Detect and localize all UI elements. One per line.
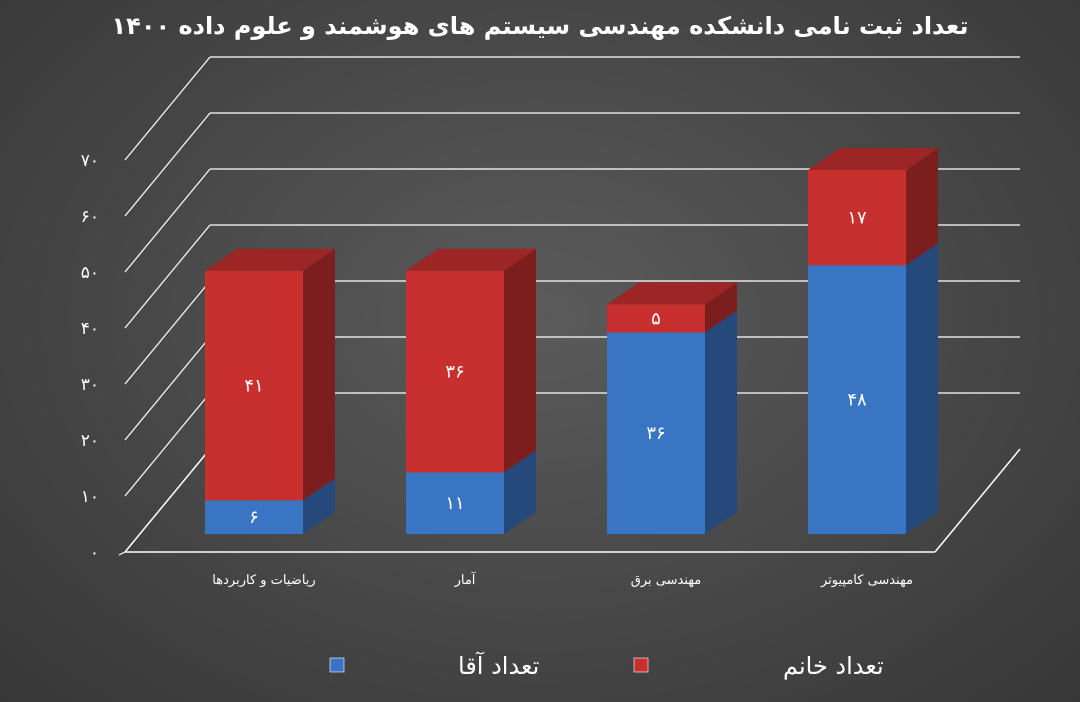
gridline-diagonal [124,392,211,497]
x-axis-line-right [934,448,1021,553]
data-label: ۵ [651,308,661,329]
bar-top-face [205,248,335,271]
bar-segment-male [205,500,303,534]
legend-swatch [633,657,649,673]
bar-side-male [906,243,938,534]
bar-layer: ۶ ۴۱ ۱۱ ۳۶ ۳۶ ۵ ۴۸ ۱۷ [205,148,938,534]
legend: تعداد خانم تعداد آقا [329,651,884,680]
axis-layer: ۰ ۱۰ ۲۰ ۳۰ ۴۰ ۵۰ ۶۰ ۷۰ ریاضیات و کاربردها آمار مهن… [81,151,1021,588]
x-tick-label: آمار [454,571,477,588]
gridline-diagonal [124,224,211,329]
data-label: ۱۱ [445,493,464,514]
bar-segment-male [406,472,504,534]
x-tick-label: مهندسی کامپیوتر [820,573,913,588]
data-label: ۴۸ [847,390,867,411]
y-tick-label: ۴۰ [81,319,99,339]
bar-side-female [504,248,536,473]
axis-depth-line [124,448,211,553]
data-label: ۳۶ [646,423,665,444]
bar-side-female [705,282,737,333]
data-label: ۳۶ [445,362,464,383]
bar-side-male [705,310,737,534]
x-axis-tick [118,551,126,556]
gridline-diagonal [124,112,211,217]
bar-segment-female [205,270,303,501]
y-tick-label: ۷۰ [81,151,99,171]
bar-top-face [607,282,737,305]
data-label: ۴۱ [244,376,263,397]
legend-swatch [329,657,345,673]
y-tick-label: ۱۰ [81,487,99,507]
bar-side-female [303,248,335,501]
bar-segment-male [607,332,705,534]
legend-label: تعداد خانم [783,652,884,680]
bar-segment-female [808,170,906,266]
y-tick-label: ۵۰ [81,263,99,283]
chart-title: تعداد ثبت نامی دانشکده مهندسی سیستم های … [112,12,969,40]
gridline-diagonal [124,168,211,273]
gridline-diagonal [124,280,211,385]
bar-top-face [808,148,938,170]
y-tick-label: ۳۰ [81,375,99,395]
bar-side-male [303,478,335,534]
bar-side-male [504,450,536,534]
bar-segment-female [607,304,705,333]
y-tick-label: ۰ [90,543,99,563]
gridline-diagonal [124,336,211,441]
y-tick-label: ۶۰ [81,207,99,227]
bar-segment-male [808,265,906,534]
y-tick-label: ۲۰ [81,431,99,451]
bar-top-face [406,248,536,271]
x-tick-label: ریاضیات و کاربردها [212,573,315,588]
x-tick-label: مهندسی برق [631,573,701,588]
data-label: ۶ [249,507,259,528]
data-label: ۱۷ [847,208,867,229]
legend-label: تعداد آقا [458,651,539,680]
bar-segment-female [406,270,504,473]
gridline-diagonal [124,56,211,161]
bar-side-female [906,148,938,266]
